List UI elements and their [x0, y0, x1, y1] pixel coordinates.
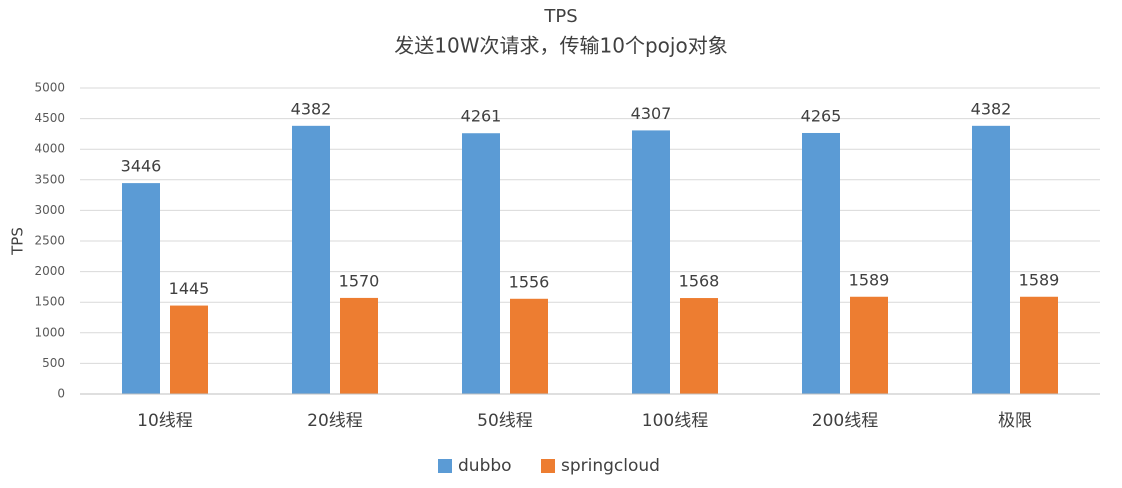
data-label: 4382 [291, 99, 332, 118]
y-tick-label: 3000 [34, 203, 65, 217]
bar [1020, 296, 1058, 394]
bar [680, 298, 718, 394]
data-label: 1589 [1019, 270, 1060, 289]
bar [292, 125, 330, 395]
y-tick-label: 4000 [34, 142, 65, 156]
x-tick-label: 50线程 [477, 411, 533, 431]
bar [632, 130, 670, 394]
data-label: 4307 [631, 104, 672, 123]
bar [802, 132, 840, 394]
bar [122, 183, 160, 394]
data-label: 1556 [509, 272, 550, 291]
y-tick-label: 500 [42, 356, 65, 370]
bar [850, 296, 888, 394]
legend-swatch [541, 459, 555, 473]
x-tick-label: 10线程 [137, 411, 193, 431]
y-tick-label: 5000 [34, 81, 65, 95]
legend-label: dubbo [458, 456, 512, 476]
x-tick-label: 极限 [998, 411, 1032, 431]
bar [340, 297, 378, 394]
data-label: 3446 [121, 157, 162, 176]
y-tick-label: 3500 [34, 172, 65, 186]
legend-swatch [438, 459, 452, 473]
x-tick-label: 20线程 [307, 411, 363, 431]
data-label: 4261 [461, 107, 502, 126]
data-label: 1570 [339, 271, 380, 290]
bar [462, 133, 500, 394]
y-tick-label: 2000 [34, 264, 65, 278]
data-label: 4382 [971, 99, 1012, 118]
x-tick-label: 100线程 [642, 411, 708, 431]
y-tick-label: 1500 [34, 295, 65, 309]
y-tick-label: 2500 [34, 234, 65, 248]
y-axis-label: TPS [9, 227, 27, 256]
y-tick-label: 0 [57, 387, 65, 401]
data-label: 1445 [169, 279, 210, 298]
legend-label: springcloud [561, 456, 660, 476]
x-tick-label: 200线程 [812, 411, 878, 431]
data-label: 1589 [849, 270, 890, 289]
chart-subtitle: 发送10W次请求，传输10个pojo对象 [394, 34, 727, 58]
bar [170, 305, 208, 394]
bar [972, 125, 1010, 395]
data-label: 4265 [801, 106, 842, 125]
chart-title: TPS [543, 6, 577, 27]
bar [510, 298, 548, 394]
y-tick-label: 1000 [34, 325, 65, 339]
data-label: 1568 [679, 272, 720, 291]
y-tick-label: 4500 [34, 111, 65, 125]
